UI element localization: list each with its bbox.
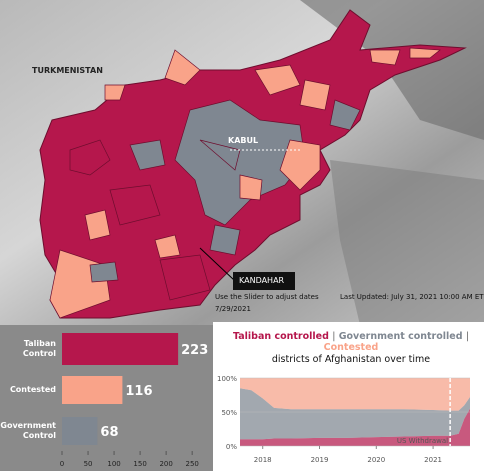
category-label: Contested xyxy=(9,385,56,394)
mountains xyxy=(330,160,484,325)
category-label: Taliban Control xyxy=(22,339,56,358)
x-tick-label: 200 xyxy=(159,460,172,468)
x-tick-label: 2021 xyxy=(424,456,442,464)
bar xyxy=(62,333,179,365)
bar xyxy=(62,376,123,404)
country-label: TURKMENISTAN xyxy=(32,66,103,75)
title-separator: | xyxy=(332,331,336,342)
title-part: Taliban controlled xyxy=(232,331,329,342)
area xyxy=(240,388,470,440)
slider-hint: Use the Slider to adjust dates xyxy=(215,293,319,301)
value-label: 68 xyxy=(100,425,118,440)
area-subtitle: districts of Afghanistan over time xyxy=(271,354,431,365)
value-label: 116 xyxy=(125,384,152,399)
kandahar-pointer xyxy=(199,247,235,281)
x-tick-label: 2020 xyxy=(367,456,385,464)
city-label: KANDAHAR xyxy=(239,276,285,285)
area xyxy=(240,378,470,411)
y-tick-label: 100% xyxy=(217,375,237,383)
x-tick-label: 2019 xyxy=(311,456,329,464)
x-tick-label: 2018 xyxy=(254,456,272,464)
annotation: US Withdrawal xyxy=(397,437,448,445)
bar xyxy=(62,417,98,445)
title-part: Contested xyxy=(323,342,379,353)
category-label: Government Control xyxy=(0,421,56,440)
districts xyxy=(49,47,441,319)
x-tick-label: 50 xyxy=(84,460,93,468)
title-separator: | xyxy=(465,331,470,342)
x-tick-label: 0 xyxy=(60,460,64,468)
area xyxy=(240,408,470,446)
x-tick-label: 100 xyxy=(107,460,120,468)
last-updated: Last Updated: July 31, 2021 10:00 AM ET xyxy=(340,293,484,301)
capital-label: KABUL xyxy=(228,136,259,145)
title-part: Government controlled xyxy=(338,331,463,342)
kandahar-box xyxy=(233,272,295,290)
date: 7/29/2021 xyxy=(215,305,251,313)
area-title: Taliban controlled | Government controll… xyxy=(226,331,476,353)
y-tick-label: 0% xyxy=(226,443,237,451)
x-tick-label: 250 xyxy=(185,460,198,468)
y-tick-label: 50% xyxy=(221,409,237,417)
x-tick-label: 150 xyxy=(133,460,146,468)
value-label: 223 xyxy=(181,343,208,358)
